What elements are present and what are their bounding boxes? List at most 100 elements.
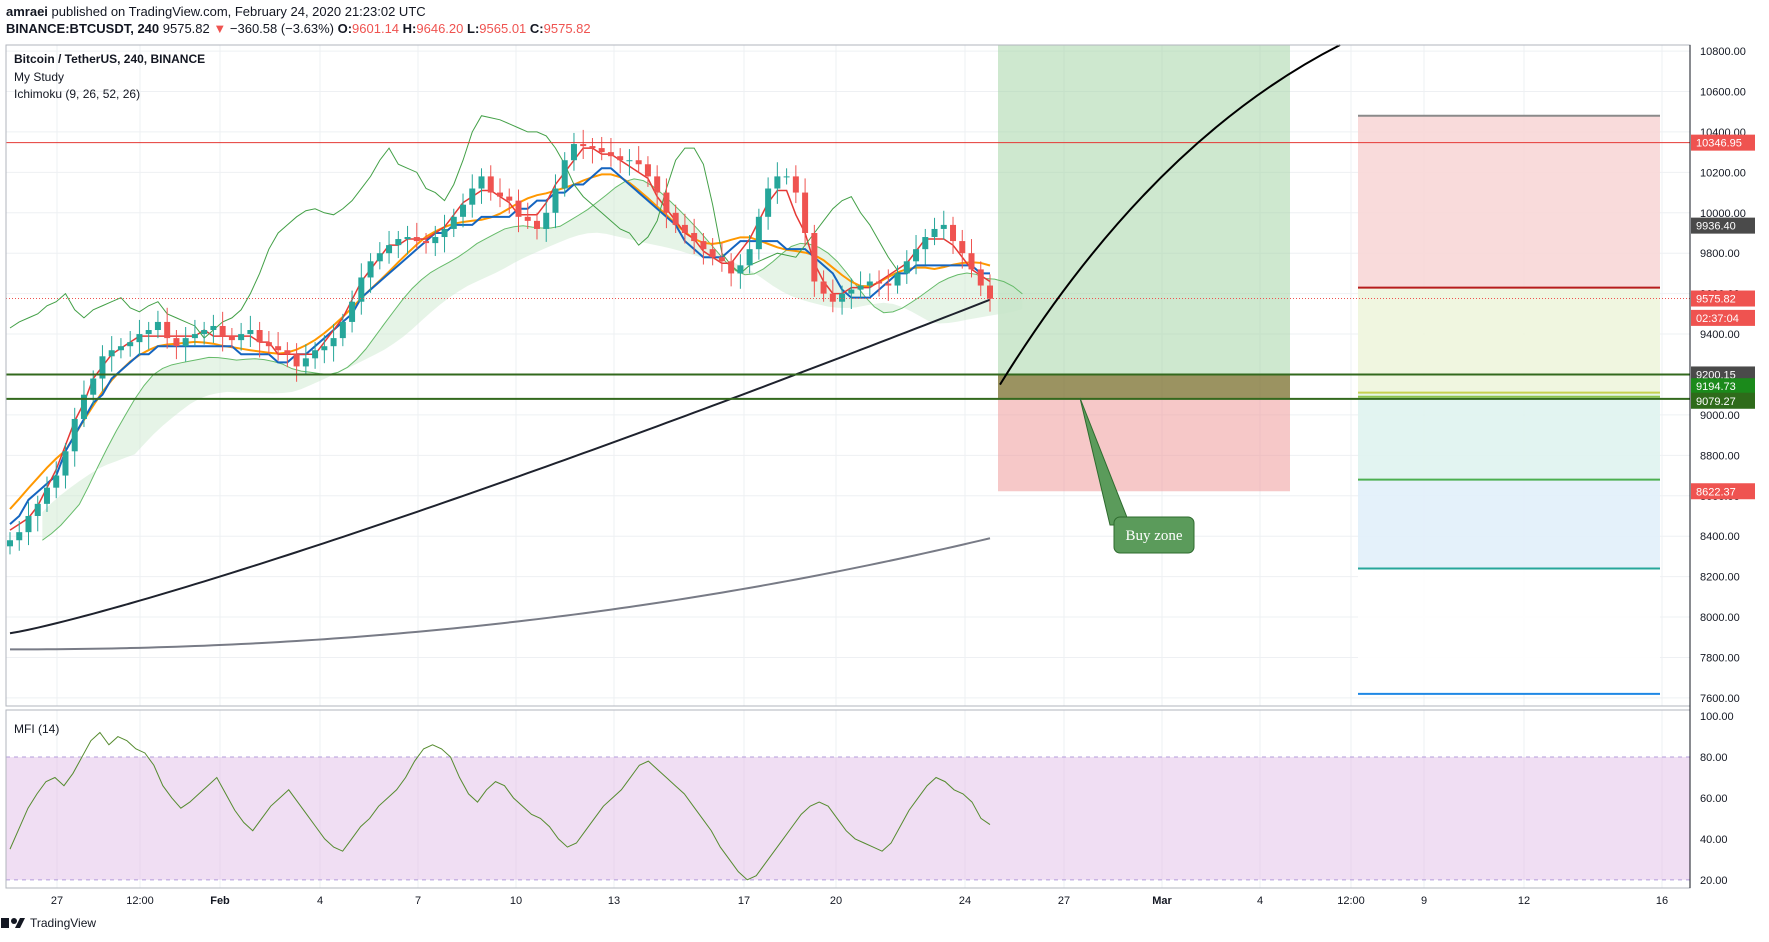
candle-body[interactable] xyxy=(339,321,346,339)
candle-body[interactable] xyxy=(570,144,577,161)
candle-body[interactable] xyxy=(302,358,309,367)
candle-body[interactable] xyxy=(497,192,503,197)
candle-body[interactable] xyxy=(80,394,87,419)
candle-body[interactable] xyxy=(774,176,781,189)
candle-body[interactable] xyxy=(644,164,651,177)
fib-retracement[interactable] xyxy=(1358,114,1660,695)
horizontal-lines[interactable] xyxy=(6,142,1690,400)
candle-body[interactable] xyxy=(607,152,614,157)
mfi-label[interactable]: MFI (14) xyxy=(14,722,60,736)
candle-body[interactable] xyxy=(376,253,383,262)
candle-body[interactable] xyxy=(71,418,78,452)
candle-body[interactable] xyxy=(922,237,929,250)
candle-body[interactable] xyxy=(413,237,420,242)
candle-body[interactable] xyxy=(395,239,402,246)
candle-body[interactable] xyxy=(968,253,975,270)
candle-body[interactable] xyxy=(173,338,180,347)
candle-body[interactable] xyxy=(182,338,189,347)
candle-body[interactable] xyxy=(25,515,32,533)
candle-body[interactable] xyxy=(765,188,772,217)
study-label[interactable]: My Study xyxy=(14,70,65,84)
candle-body[interactable] xyxy=(117,346,124,351)
candle-body[interactable] xyxy=(543,212,550,229)
ichimoku-label[interactable]: Ichimoku (9, 26, 52, 26) xyxy=(14,87,141,101)
candle-body[interactable] xyxy=(876,281,883,284)
candle-body[interactable] xyxy=(108,350,115,357)
candle-body[interactable] xyxy=(848,289,855,294)
candle-body[interactable] xyxy=(866,281,873,286)
candle-body[interactable] xyxy=(506,196,513,201)
candle-body[interactable] xyxy=(903,261,910,274)
candle-body[interactable] xyxy=(681,224,688,233)
candle-body[interactable] xyxy=(450,216,457,229)
candle-body[interactable] xyxy=(275,346,282,351)
candle-body[interactable] xyxy=(432,237,439,244)
candle-body[interactable] xyxy=(265,342,272,347)
candle-body[interactable] xyxy=(598,148,605,153)
candle-body[interactable] xyxy=(16,532,23,541)
candle-body[interactable] xyxy=(839,293,846,302)
candle-body[interactable] xyxy=(857,285,864,290)
candle-body[interactable] xyxy=(755,216,762,250)
candle-body[interactable] xyxy=(654,176,661,193)
candle-body[interactable] xyxy=(524,216,531,221)
candle-body[interactable] xyxy=(441,228,448,238)
candle-body[interactable] xyxy=(792,176,799,193)
candle-body[interactable] xyxy=(718,257,725,262)
candle-body[interactable] xyxy=(977,269,984,286)
candle-body[interactable] xyxy=(617,156,624,161)
candle-body[interactable] xyxy=(552,188,559,213)
candle-body[interactable] xyxy=(53,475,60,488)
candle-body[interactable] xyxy=(256,330,263,343)
candle-body[interactable] xyxy=(580,144,587,147)
candle-body[interactable] xyxy=(820,281,827,294)
candle-body[interactable] xyxy=(635,160,642,165)
candle-body[interactable] xyxy=(885,283,892,286)
candle-body[interactable] xyxy=(349,301,356,322)
candle-body[interactable] xyxy=(829,293,836,302)
candle-body[interactable] xyxy=(931,228,938,238)
candle-body[interactable] xyxy=(312,350,319,359)
candle-body[interactable] xyxy=(959,241,966,254)
candle-body[interactable] xyxy=(34,503,41,516)
candle-body[interactable] xyxy=(894,273,901,286)
candle-body[interactable] xyxy=(728,261,735,274)
candle-body[interactable] xyxy=(672,212,679,225)
candle-body[interactable] xyxy=(469,188,476,205)
arc-drawing[interactable] xyxy=(999,44,1341,386)
candle-body[interactable] xyxy=(561,160,568,189)
candle-body[interactable] xyxy=(700,241,707,250)
buy-zone-callout[interactable]: Buy zone xyxy=(1079,397,1195,554)
candle-body[interactable] xyxy=(460,204,467,217)
candle-body[interactable] xyxy=(663,192,670,213)
candle-body[interactable] xyxy=(802,192,809,233)
candle-body[interactable] xyxy=(386,245,393,254)
buy-zone[interactable] xyxy=(998,374,1290,399)
tradingview-brand[interactable]: TradingView xyxy=(30,916,97,930)
candle-body[interactable] xyxy=(321,346,328,351)
author-name[interactable]: amraei xyxy=(6,4,48,19)
candle-body[interactable] xyxy=(293,354,300,367)
candle-body[interactable] xyxy=(154,321,161,331)
candle-body[interactable] xyxy=(219,325,226,337)
candle-body[interactable] xyxy=(737,265,744,274)
candle-body[interactable] xyxy=(940,224,947,229)
candle-body[interactable] xyxy=(90,378,97,395)
candle-body[interactable] xyxy=(228,336,235,341)
candle-body[interactable] xyxy=(210,325,217,331)
candle-body[interactable] xyxy=(284,350,291,355)
candle-body[interactable] xyxy=(515,200,522,217)
candle-body[interactable] xyxy=(987,285,993,299)
candle-body[interactable] xyxy=(746,249,753,266)
candle-body[interactable] xyxy=(783,176,790,178)
candle-body[interactable] xyxy=(43,487,50,504)
candle-body[interactable] xyxy=(145,330,152,335)
candle-body[interactable] xyxy=(238,334,245,341)
candle-body[interactable] xyxy=(950,224,957,242)
candle-body[interactable] xyxy=(136,334,143,343)
candle-body[interactable] xyxy=(7,540,13,547)
candle-body[interactable] xyxy=(367,261,374,278)
arc-line[interactable] xyxy=(999,44,1341,386)
candle-body[interactable] xyxy=(626,160,633,162)
